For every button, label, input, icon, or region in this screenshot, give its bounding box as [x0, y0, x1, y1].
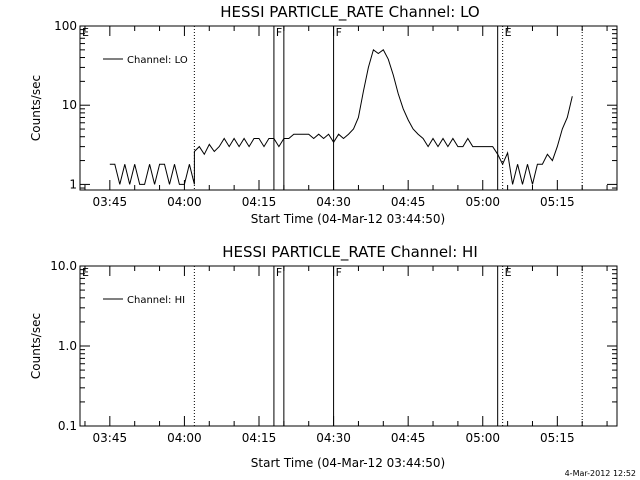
- event-marker-label: F: [276, 266, 282, 279]
- x-tick-label: 05:00: [465, 195, 500, 209]
- legend: Channel: LO: [103, 55, 188, 66]
- y-tick-label: 10: [62, 98, 77, 112]
- x-tick-label: 05:15: [540, 195, 575, 209]
- x-tick-label: 04:45: [391, 195, 426, 209]
- event-marker-label: F: [336, 266, 342, 279]
- x-tick-label: 04:00: [167, 195, 202, 209]
- x-tick-label: 05:00: [465, 431, 500, 445]
- x-tick-label: 03:45: [93, 431, 128, 445]
- y-axis-label: Counts/sec: [29, 313, 43, 379]
- x-axis-label: Start Time (04-Mar-12 03:44:50): [251, 456, 445, 470]
- legend-entry: Channel: HI: [127, 295, 185, 306]
- event-marker-label: F: [276, 26, 282, 39]
- hi-channel-panel: HESSI PARTICLE_RATE Channel: HI 0.1 1.0 10…: [29, 243, 618, 470]
- x-axis-ticks: 03:45 04:00 04:15 04:30 04:45 05:00 05:15: [84, 26, 608, 209]
- x-tick-label: 04:45: [391, 431, 426, 445]
- x-axis-label: Start Time (04-Mar-12 03:44:50): [251, 212, 445, 226]
- y-tick-label: 0.1: [58, 419, 77, 433]
- generation-timestamp: 4-Mar-2012 12:52: [565, 469, 636, 478]
- legend: Channel: HI: [103, 295, 185, 306]
- event-marker-label: E: [82, 26, 89, 39]
- plot-frame: [79, 265, 618, 427]
- x-tick-label: 04:15: [242, 431, 277, 445]
- x-tick-label: 04:15: [242, 195, 277, 209]
- plot-frame: [79, 25, 618, 191]
- lo-channel-panel: HESSI PARTICLE_RATE Channel: LO 1 10 100 0…: [29, 3, 618, 226]
- event-marker-label: E: [505, 26, 512, 39]
- event-marker-label: E: [505, 266, 512, 279]
- y-tick-label: 10.0: [50, 259, 77, 273]
- event-marker-label: E: [82, 266, 89, 279]
- x-tick-label: 04:00: [167, 431, 202, 445]
- y-axis-ticks: 0.1 1.0 10.0: [50, 259, 617, 433]
- series-line: [109, 48, 573, 185]
- y-tick-label: 100: [54, 19, 77, 33]
- x-axis-ticks: 03:45 04:00 04:15 04:30 04:45 05:00 05:15: [84, 266, 608, 445]
- x-tick-label: 04:30: [316, 431, 351, 445]
- chart-title: HESSI PARTICLE_RATE Channel: LO: [220, 3, 479, 22]
- series-group: [109, 48, 573, 185]
- legend-entry: Channel: LO: [127, 55, 188, 66]
- x-tick-label: 05:15: [540, 431, 575, 445]
- chart-title: HESSI PARTICLE_RATE Channel: HI: [222, 243, 478, 262]
- x-tick-label: 03:45: [93, 195, 128, 209]
- x-tick-label: 04:30: [316, 195, 351, 209]
- y-axis-label: Counts/sec: [29, 75, 43, 141]
- y-axis-ticks: 1 10 100: [54, 19, 617, 191]
- y-tick-label: 1: [69, 177, 77, 191]
- y-tick-label: 1.0: [58, 339, 77, 353]
- event-marker-label: F: [336, 26, 342, 39]
